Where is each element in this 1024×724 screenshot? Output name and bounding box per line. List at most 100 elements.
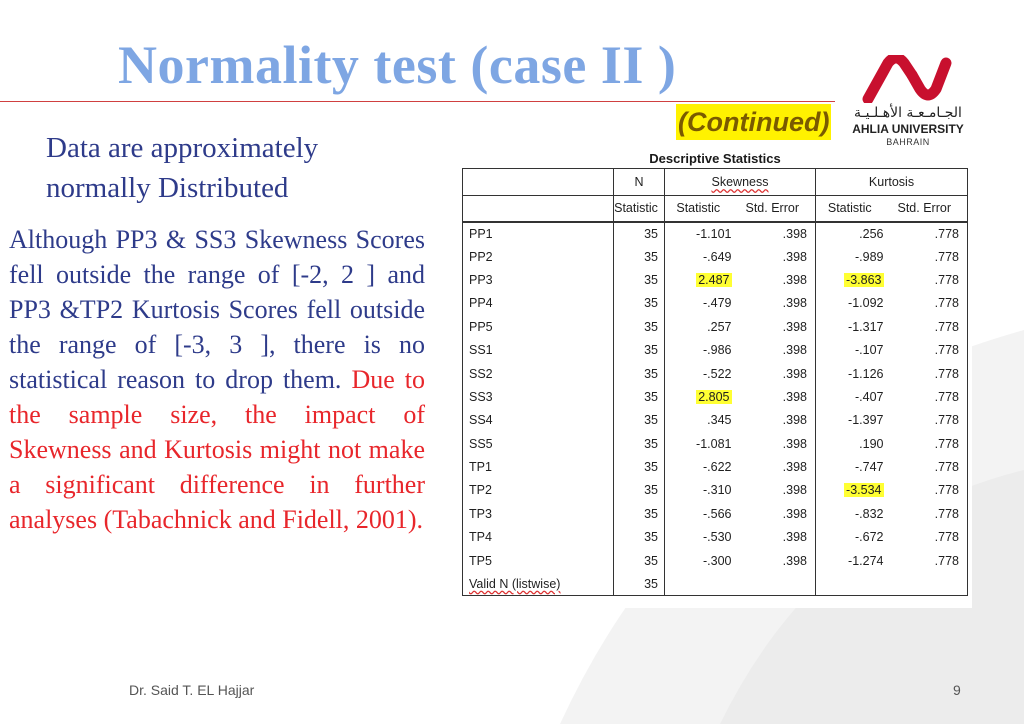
descriptive-statistics-panel: Descriptive Statistics N Skewness Kurtos…: [458, 148, 972, 608]
row-label: PP2: [462, 244, 614, 269]
cell-kurt-std-error: .778: [889, 221, 968, 245]
cell-skew-statistic: .257: [707, 319, 732, 334]
header-skewness-label: Skewness: [711, 175, 769, 189]
row-label: TP5: [462, 548, 614, 573]
body-paragraph: Although PP3 & SS3 Skewness Scores fell …: [9, 222, 425, 537]
cell-n: 35: [613, 244, 665, 269]
header-skew-std-error: Std. Error: [737, 195, 816, 223]
cell-skew-statistic: 2.805: [665, 385, 738, 408]
header-n: N: [613, 168, 665, 196]
cell-n: 35: [613, 502, 665, 526]
cell-skew-statistic: -.566: [703, 506, 732, 521]
cell-kurt-statistic: -3.863: [816, 268, 890, 291]
cell-kurt-statistic: -.407: [855, 389, 884, 404]
cell-n: 35: [613, 525, 665, 549]
row-label: SS5: [462, 432, 614, 456]
cell-kurt-statistic: .190: [859, 436, 884, 451]
cell-kurt-statistic: -1.397: [848, 413, 884, 428]
table-row: SS4 35 .345 .398 -1.397 .778: [462, 408, 968, 433]
row-label: SS4: [462, 408, 614, 433]
header-kurt-statistic: Statistic: [815, 195, 890, 223]
body-text-part-1: Although PP3 & SS3 Skewness Scores fell …: [9, 225, 425, 394]
cell-skew-statistic: -1.101: [696, 226, 732, 241]
descriptive-statistics-table: N Skewness Kurtosis Statistic Statistic …: [462, 168, 968, 597]
header-kurtosis: Kurtosis: [815, 168, 968, 196]
slide-title: Normality test (case II ): [118, 35, 677, 95]
cell-kurt-std-error: .778: [889, 432, 968, 456]
empty-cell: [815, 572, 890, 597]
cell-n: 35: [613, 338, 665, 362]
highlighted-value: 2.487: [696, 272, 732, 287]
cell-skew-std-error: .398: [737, 432, 816, 456]
cell-n: 35: [613, 455, 665, 479]
table-row: TP1 35 -.622 .398 -.747 .778: [462, 455, 968, 479]
table-row: TP5 35 -.300 .398 -1.274 .778: [462, 548, 968, 573]
cell-skew-std-error: .398: [737, 221, 816, 245]
cell-n: 35: [613, 432, 665, 456]
cell-skew-statistic: -.310: [703, 483, 732, 498]
cell-skew-std-error: .398: [737, 268, 816, 292]
cell-skew-statistic: -.622: [703, 460, 732, 475]
table-row: PP5 35 .257 .398 -1.317 .778: [462, 315, 968, 339]
highlighted-value: -3.534: [844, 483, 884, 498]
row-label: PP3: [462, 268, 614, 292]
cell-kurt-std-error: .778: [889, 455, 968, 479]
valid-n-value: 35: [613, 572, 665, 597]
cell-n: 35: [613, 291, 665, 316]
table-title: Descriptive Statistics: [649, 151, 781, 166]
cell-kurt-statistic: -.989: [855, 249, 884, 264]
cell-kurt-statistic: -1.092: [848, 296, 884, 311]
ahlia-logo-icon: [862, 55, 952, 103]
header-blank-2: [462, 195, 614, 223]
cell-skew-std-error: .398: [737, 408, 816, 433]
cell-n: 35: [613, 268, 665, 292]
highlighted-value: 2.805: [696, 389, 732, 404]
cell-kurt-statistic: -.107: [855, 343, 884, 358]
row-label: SS3: [462, 385, 614, 409]
logo-arabic-name: الجـامـعـة الأهـلـيـة: [854, 105, 962, 121]
row-label: TP4: [462, 525, 614, 549]
cell-kurt-statistic: .256: [859, 226, 884, 241]
header-skewness: Skewness: [664, 168, 816, 196]
cell-n: 35: [613, 315, 665, 339]
cell-kurt-statistic: -.832: [855, 506, 884, 521]
row-label: TP3: [462, 502, 614, 526]
intro-text: Data are approximately normally Distribu…: [46, 128, 386, 208]
table-row: TP3 35 -.566 .398 -.832 .778: [462, 502, 968, 526]
row-label: SS2: [462, 361, 614, 386]
highlighted-value: -3.863: [844, 272, 884, 287]
table-row-valid-n: Valid N (listwise) 35: [462, 572, 968, 597]
cell-kurt-std-error: .778: [889, 502, 968, 526]
table-row: SS1 35 -.986 .398 -.107 .778: [462, 338, 968, 362]
cell-n: 35: [613, 408, 665, 433]
cell-skew-statistic: -.479: [703, 296, 732, 311]
cell-kurt-statistic: -.747: [855, 460, 884, 475]
row-label: TP1: [462, 455, 614, 479]
table-row: PP3 35 2.487 .398 -3.863 .778: [462, 268, 968, 292]
cell-kurt-std-error: .778: [889, 478, 968, 503]
cell-skew-statistic: -.986: [703, 343, 732, 358]
cell-kurt-statistic: -1.274: [848, 553, 884, 568]
cell-skew-statistic: -.649: [703, 249, 732, 264]
body-text-part-2-highlight: Due to the sample size, the impact of Sk…: [9, 365, 425, 534]
cell-skew-std-error: .398: [737, 525, 816, 549]
table-row: SS5 35 -1.081 .398 .190 .778: [462, 432, 968, 456]
cell-skew-statistic: -1.081: [696, 436, 732, 451]
cell-kurt-std-error: .778: [889, 408, 968, 433]
cell-skew-statistic: -.522: [703, 366, 732, 381]
cell-n: 35: [613, 478, 665, 503]
cell-kurt-std-error: .778: [889, 338, 968, 362]
cell-kurt-statistic: -1.317: [848, 319, 884, 334]
university-logo: الجـامـعـة الأهـلـيـة AHLIA UNIVERSITY B…: [846, 55, 970, 147]
cell-skew-statistic: 2.487: [665, 268, 738, 291]
cell-kurt-std-error: .778: [889, 244, 968, 269]
row-label: SS1: [462, 338, 614, 362]
table-row: PP1 35 -1.101 .398 .256 .778: [462, 221, 968, 245]
valid-n-label: Valid N (listwise): [462, 572, 614, 597]
cell-skew-statistic: -.530: [703, 530, 732, 545]
continued-label: (Continued): [676, 104, 832, 140]
table-row: TP2 35 -.310 .398 -3.534 .778: [462, 478, 968, 503]
cell-kurt-statistic: -3.534: [816, 479, 890, 502]
valid-n-label-text: Valid N (listwise): [469, 576, 561, 591]
header-kurt-std-error: Std. Error: [889, 195, 968, 223]
